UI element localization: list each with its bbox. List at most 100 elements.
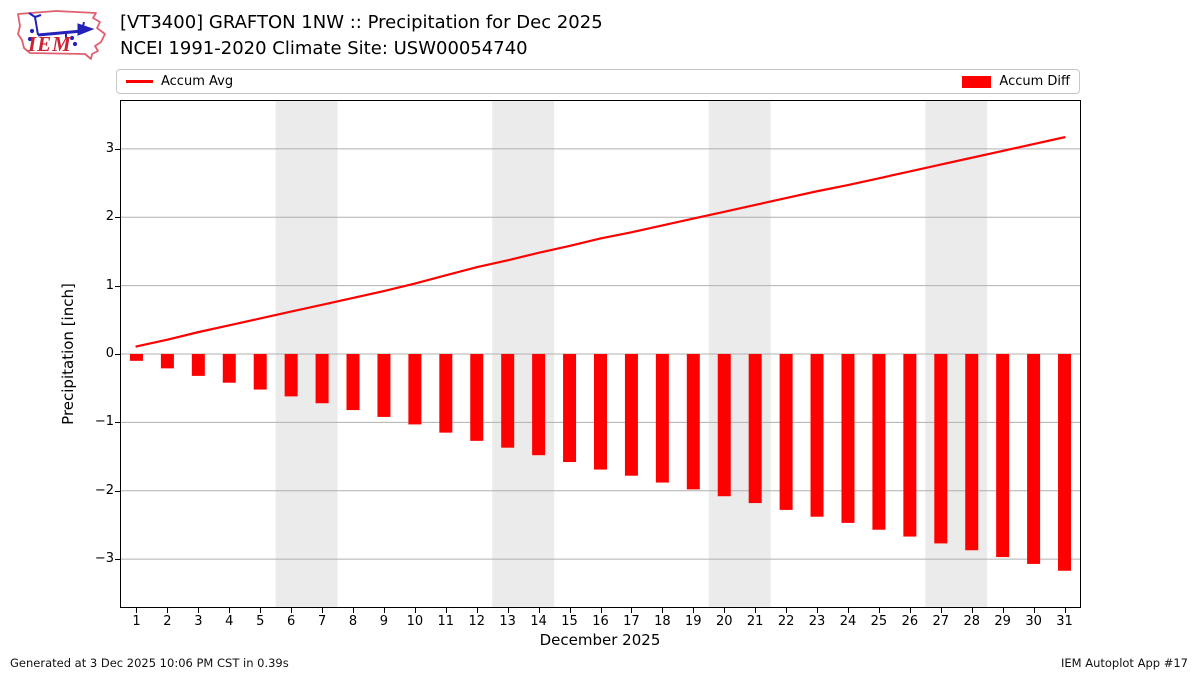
accum-diff-label: Accum Diff	[999, 74, 1070, 89]
x-tick-label: 25	[870, 614, 888, 629]
x-tick-mark	[662, 608, 664, 613]
x-tick-mark	[755, 608, 757, 613]
accum-diff-bar	[1058, 354, 1072, 571]
x-tick-mark	[322, 608, 324, 613]
accum-avg-line	[135, 136, 1066, 348]
accum-diff-bar	[222, 354, 236, 383]
y-tick-label: 3	[105, 140, 114, 156]
y-tick-mark	[115, 354, 120, 355]
x-tick-label: 26	[901, 614, 919, 629]
x-tick-label: 11	[437, 614, 455, 629]
x-tick-label: 18	[654, 614, 671, 629]
accum-diff-bar	[624, 354, 638, 476]
accum-diff-bar	[996, 354, 1010, 558]
accum-diff-bar	[439, 354, 453, 433]
x-tick-mark	[631, 608, 633, 613]
x-tick-label: 23	[808, 614, 826, 629]
x-tick-label: 10	[406, 614, 424, 629]
x-tick-mark	[971, 608, 973, 613]
y-tick-label: −1	[94, 414, 114, 430]
x-tick-label: 30	[1025, 614, 1042, 629]
accum-diff-bar	[408, 354, 422, 425]
accum-diff-bar-swatch-icon	[962, 75, 992, 88]
x-tick-label: 22	[777, 614, 795, 629]
y-tick-label: 2	[105, 209, 114, 225]
legend-item-accum-diff: Accum Diff	[962, 74, 1070, 89]
precipitation-chart	[121, 101, 1080, 607]
x-tick-mark	[507, 608, 509, 613]
accum-avg-label: Accum Avg	[161, 74, 234, 89]
x-tick-label: 19	[685, 614, 702, 629]
x-tick-label: 24	[839, 614, 857, 629]
x-tick-label: 16	[592, 614, 609, 629]
iem-logo: IEM	[17, 10, 106, 60]
y-tick-mark	[115, 285, 120, 287]
x-tick-label: 20	[715, 614, 733, 629]
x-tick-label: 4	[225, 614, 234, 629]
accum-diff-bar	[934, 354, 948, 544]
x-tick-label: 8	[348, 614, 358, 629]
x-tick-mark	[136, 608, 138, 613]
accum-diff-bar	[594, 354, 607, 470]
x-tick-mark	[414, 608, 416, 613]
x-tick-label: 7	[317, 614, 327, 629]
x-tick-label: 14	[530, 614, 547, 629]
x-tick-mark	[847, 608, 849, 613]
x-tick-mark	[817, 608, 819, 613]
generated-timestamp: Generated at 3 Dec 2025 10:06 PM CST in …	[10, 656, 289, 670]
y-tick-mark	[115, 490, 120, 492]
accum-diff-bar	[1027, 354, 1041, 564]
x-tick-label: 27	[932, 614, 950, 629]
x-tick-label: 15	[561, 614, 578, 629]
x-tick-mark	[229, 608, 231, 613]
accum-diff-bar	[841, 354, 855, 523]
logo-iem-text: IEM	[27, 32, 72, 56]
accum-diff-bar	[779, 354, 793, 510]
y-tick-label: −3	[94, 551, 114, 567]
y-tick-mark	[115, 422, 120, 424]
x-tick-label: 21	[746, 614, 764, 629]
x-tick-mark	[878, 608, 880, 613]
x-tick-label: 31	[1056, 614, 1073, 629]
accum-diff-bar	[160, 354, 174, 369]
y-tick-label: 1	[105, 277, 114, 293]
x-tick-label: 13	[499, 614, 516, 629]
page-subtitle: NCEI 1991-2020 Climate Site: USW00054740	[120, 38, 528, 59]
x-tick-mark	[1033, 608, 1035, 613]
x-axis-title: December 2025	[539, 631, 661, 649]
x-tick-mark	[260, 608, 262, 613]
x-tick-label: 5	[256, 614, 265, 629]
accum-diff-bar	[129, 354, 143, 361]
accum-diff-bar	[872, 354, 886, 530]
x-tick-label: 1	[132, 614, 141, 629]
x-tick-mark	[291, 608, 293, 613]
x-tick-mark	[476, 608, 478, 613]
chart-legend: Accum Avg Accum Diff	[116, 69, 1080, 94]
x-tick-label: 6	[287, 614, 296, 629]
weathervane-icon	[27, 12, 95, 47]
accum-diff-bar	[377, 354, 391, 417]
accum-diff-bar	[532, 354, 546, 456]
x-tick-label: 28	[963, 614, 980, 629]
x-tick-label: 29	[994, 614, 1011, 629]
accum-diff-bar	[965, 354, 979, 551]
x-tick-label: 12	[468, 614, 486, 629]
x-tick-mark	[198, 608, 200, 613]
x-tick-mark	[445, 608, 447, 613]
x-tick-label: 2	[163, 614, 172, 629]
app-credit: IEM Autoplot App #17	[1060, 656, 1188, 670]
accum-diff-bar	[191, 354, 205, 376]
plot-area	[120, 100, 1081, 608]
x-tick-mark	[1002, 608, 1004, 613]
y-tick-label: −2	[94, 482, 114, 498]
x-tick-mark	[353, 608, 355, 613]
x-tick-mark	[693, 608, 695, 613]
title-block: [VT3400] GRAFTON 1NW :: Precipitation fo…	[120, 10, 603, 62]
x-tick-mark	[569, 608, 571, 613]
x-tick-mark	[600, 608, 602, 613]
x-tick-label: 9	[379, 614, 389, 629]
y-tick-mark	[115, 148, 120, 150]
x-tick-label: 3	[194, 614, 203, 629]
x-tick-mark	[538, 608, 540, 613]
